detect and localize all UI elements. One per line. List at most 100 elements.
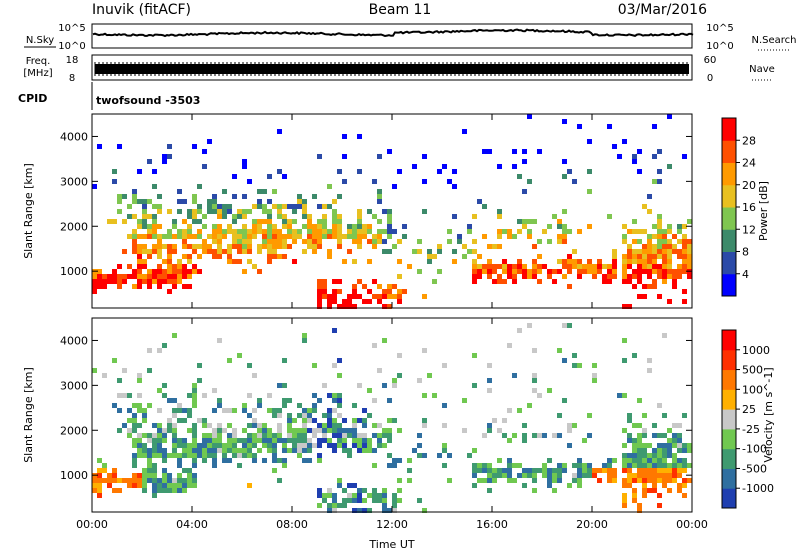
heatmap-cell xyxy=(567,229,572,234)
heatmap-cell xyxy=(347,448,352,453)
heatmap-cell xyxy=(667,478,672,483)
heatmap-cell xyxy=(322,204,327,209)
heatmap-cell xyxy=(677,229,682,234)
heatmap-cell xyxy=(337,214,342,219)
heatmap-cell xyxy=(332,408,337,413)
heatmap-cell xyxy=(652,234,657,239)
power-y-label: Slant Range [km] xyxy=(22,163,35,259)
heatmap-cell xyxy=(532,478,537,483)
heatmap-cell xyxy=(132,234,137,239)
heatmap-cell xyxy=(152,184,157,189)
heatmap-cell xyxy=(282,443,287,448)
heatmap-cell xyxy=(302,239,307,244)
heatmap-cell xyxy=(132,194,137,199)
heatmap-cell xyxy=(227,423,232,428)
heatmap-cell xyxy=(132,244,137,249)
heatmap-cell xyxy=(622,358,627,363)
heatmap-cell xyxy=(422,179,427,184)
heatmap-cell xyxy=(107,279,112,284)
heatmap-cell xyxy=(377,284,382,289)
heatmap-cell xyxy=(207,433,212,438)
y-tick-label: 2000 xyxy=(60,220,88,233)
heatmap-cell xyxy=(247,423,252,428)
heatmap-cell xyxy=(622,503,627,508)
heatmap-cell xyxy=(657,294,662,299)
heatmap-cell xyxy=(192,144,197,149)
heatmap-cell xyxy=(192,388,197,393)
heatmap-cell xyxy=(572,179,577,184)
heatmap-cell xyxy=(677,448,682,453)
heatmap-cell xyxy=(497,264,502,269)
heatmap-cell xyxy=(577,264,582,269)
heatmap-cell xyxy=(387,294,392,299)
heatmap-cell xyxy=(487,269,492,274)
heatmap-cell xyxy=(272,468,277,473)
heatmap-cell xyxy=(522,189,527,194)
heatmap-cell xyxy=(652,244,657,249)
heatmap-cell xyxy=(612,249,617,254)
heatmap-cell xyxy=(637,433,642,438)
heatmap-cell xyxy=(677,249,682,254)
heatmap-cell xyxy=(232,174,237,179)
heatmap-cell xyxy=(122,249,127,254)
heatmap-cell xyxy=(382,289,387,294)
heatmap-cell xyxy=(612,274,617,279)
heatmap-cell xyxy=(637,239,642,244)
heatmap-cell xyxy=(497,234,502,239)
heatmap-cell xyxy=(557,219,562,224)
heatmap-cell xyxy=(132,458,137,463)
heatmap-cell xyxy=(522,483,527,488)
heatmap-cell xyxy=(277,214,282,219)
heatmap-cell xyxy=(197,269,202,274)
heatmap-cell xyxy=(117,428,122,433)
heatmap-cell xyxy=(222,443,227,448)
heatmap-cell xyxy=(527,269,532,274)
heatmap-cell xyxy=(167,289,172,294)
heatmap-cell xyxy=(167,264,172,269)
heatmap-cell xyxy=(337,403,342,408)
heatmap-cell xyxy=(622,338,627,343)
heatmap-cell xyxy=(527,403,532,408)
heatmap-cell xyxy=(112,169,117,174)
heatmap-cell xyxy=(637,478,642,483)
heatmap-cell xyxy=(142,433,147,438)
heatmap-cell xyxy=(647,234,652,239)
heatmap-cell xyxy=(202,164,207,169)
heatmap-cell xyxy=(192,194,197,199)
heatmap-cell xyxy=(667,438,672,443)
heatmap-cell xyxy=(622,428,627,433)
heatmap-cell xyxy=(317,154,322,159)
heatmap-cell xyxy=(282,398,287,403)
heatmap-cell xyxy=(672,438,677,443)
heatmap-cell xyxy=(182,448,187,453)
heatmap-cell xyxy=(197,448,202,453)
heatmap-cell xyxy=(647,473,652,478)
heatmap-cell xyxy=(337,224,342,229)
heatmap-cell xyxy=(97,468,102,473)
heatmap-cell xyxy=(567,264,572,269)
heatmap-cell xyxy=(532,473,537,478)
heatmap-cell xyxy=(177,483,182,488)
heatmap-cell xyxy=(342,433,347,438)
y-tick-label: 1000 xyxy=(60,469,88,482)
heatmap-cell xyxy=(627,418,632,423)
heatmap-cell xyxy=(632,493,637,498)
heatmap-cell xyxy=(357,448,362,453)
heatmap-cell xyxy=(202,423,207,428)
heatmap-cell xyxy=(657,229,662,234)
heatmap-cell xyxy=(657,458,662,463)
heatmap-cell xyxy=(622,493,627,498)
heatmap-cell xyxy=(212,428,217,433)
heatmap-cell xyxy=(652,478,657,483)
heatmap-cell xyxy=(97,478,102,483)
heatmap-cell xyxy=(652,124,657,129)
heatmap-cell xyxy=(152,214,157,219)
heatmap-cell xyxy=(317,493,322,498)
heatmap-cell xyxy=(172,423,177,428)
heatmap-cell xyxy=(152,249,157,254)
heatmap-cell xyxy=(442,443,447,448)
heatmap-cell xyxy=(252,438,257,443)
heatmap-cell xyxy=(187,209,192,214)
heatmap-cell xyxy=(177,463,182,468)
